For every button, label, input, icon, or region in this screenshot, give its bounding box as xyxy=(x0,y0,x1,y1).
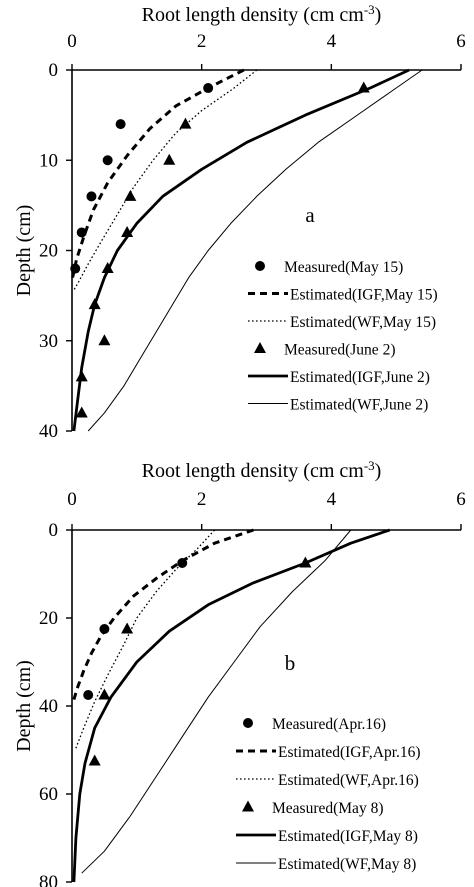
chart-panel-a: 0 2 4 6 0 10 20 30 40 Root length density (cm cm-… xyxy=(13,2,466,442)
series-measured-june-2--point xyxy=(163,153,176,165)
y-tick-label: 0 xyxy=(49,60,59,81)
legend-label: Estimated(IGF,May 8) xyxy=(278,828,418,845)
legend-swatch-triangle xyxy=(242,800,254,812)
series-estimated-wf-may-15--line xyxy=(72,69,258,292)
series-measured-may-15--point xyxy=(70,263,81,274)
series-measured-may-8--point xyxy=(88,754,101,766)
x-axis-title-sup: -3 xyxy=(364,2,375,17)
x-tick-label: 0 xyxy=(67,31,77,52)
y-axis-title: Depth (cm) xyxy=(13,205,35,297)
legend-label: Measured(May 8) xyxy=(272,800,383,817)
x-tick-label: 2 xyxy=(197,489,207,510)
series-estimated-wf-apr-16--line xyxy=(74,529,216,751)
y-tick-label: 20 xyxy=(39,241,58,262)
series-measured-june-2--point xyxy=(101,262,114,274)
legend-label: Measured(Apr.16) xyxy=(272,716,386,733)
x-axis-title-close: ) xyxy=(375,460,382,482)
series-estimated-wf-may-8--line xyxy=(81,529,352,874)
legend-label: Estimated(IGF,Apr.16) xyxy=(278,744,421,761)
series-measured-may-8--point xyxy=(121,622,134,634)
legend-label: Measured(May 15) xyxy=(284,259,403,276)
series-measured-june-2--point xyxy=(98,334,111,346)
series-estimated-igf-apr-16--line xyxy=(71,528,254,703)
series-measured-may-15--point xyxy=(76,227,87,238)
series-measured-june-2--point xyxy=(179,117,192,129)
series-measured-june-2--point xyxy=(75,406,88,418)
y-tick-label: 10 xyxy=(39,150,58,171)
series-measured-apr-16--point xyxy=(83,690,94,700)
x-tick-label: 6 xyxy=(456,489,466,510)
legend-label: Estimated(IGF,June 2) xyxy=(290,369,430,386)
x-axis-title: Root length density (cm cm-3) xyxy=(142,458,382,482)
panel-label: b xyxy=(285,651,296,675)
legend-swatch-circle xyxy=(255,261,265,271)
y-tick-label: 20 xyxy=(39,608,58,629)
series-estimated-igf-may-8--line xyxy=(72,528,391,883)
legend-label: Estimated(WF,June 2) xyxy=(290,397,428,414)
x-tick-label: 4 xyxy=(327,31,337,52)
legend-label: Estimated(IGF,May 15) xyxy=(290,287,438,304)
series-estimated-igf-june-2--line xyxy=(72,68,410,432)
legend-label: Estimated(WF,May 8) xyxy=(278,856,416,873)
series-estimated-wf-june-2--line xyxy=(87,69,423,432)
legend-label: Estimated(WF,Apr.16) xyxy=(278,772,419,789)
x-tick-label: 2 xyxy=(197,31,207,52)
x-axis-title-close: ) xyxy=(375,4,382,26)
y-tick-label: 30 xyxy=(39,331,58,352)
x-axis-title-text: Root length density (cm cm xyxy=(142,4,365,26)
x-tick-label: 6 xyxy=(456,31,466,52)
x-axis-title-sup: -3 xyxy=(364,458,375,473)
legend-label: Measured(June 2) xyxy=(284,342,395,359)
series-measured-may-15--point xyxy=(102,155,113,166)
y-tick-label: 40 xyxy=(39,421,58,442)
y-axis-title: Depth (cm) xyxy=(13,660,35,752)
x-tick-label: 0 xyxy=(67,489,77,510)
series-measured-june-2--point xyxy=(124,189,137,201)
y-tick-label: 0 xyxy=(49,520,59,541)
panel-label: a xyxy=(305,203,315,227)
legend-swatch-triangle xyxy=(254,342,266,353)
series-measured-may-15--point xyxy=(115,119,126,130)
legend-label: Estimated(WF,May 15) xyxy=(290,314,436,331)
x-axis-title-text: Root length density (cm cm xyxy=(142,460,365,482)
series-measured-may-15--point xyxy=(86,191,97,202)
x-tick-label: 4 xyxy=(327,489,337,510)
legend-swatch-circle xyxy=(243,718,253,728)
y-tick-label: 60 xyxy=(39,784,58,805)
series-measured-may-8--point xyxy=(98,688,111,700)
y-tick-label: 80 xyxy=(39,872,58,887)
y-tick-label: 40 xyxy=(39,696,58,717)
x-axis-title: Root length density (cm cm-3) xyxy=(142,2,382,26)
